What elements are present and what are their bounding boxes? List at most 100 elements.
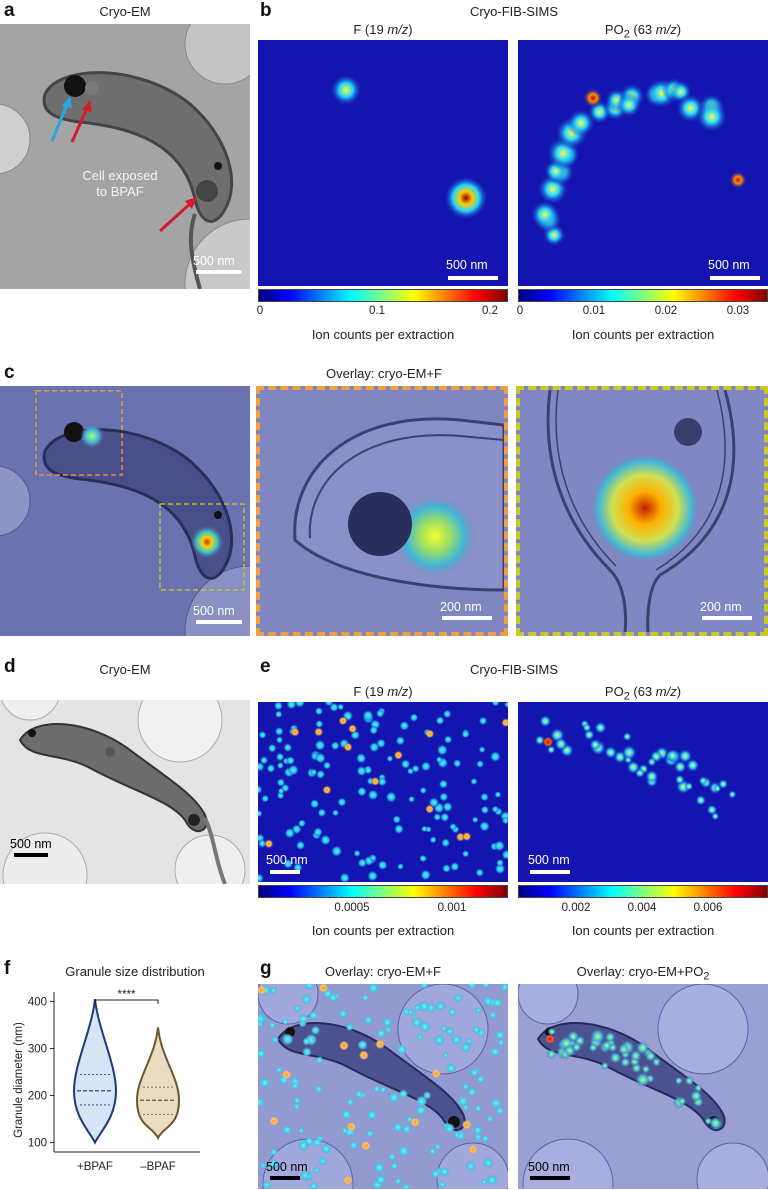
f-spot bbox=[367, 789, 379, 801]
f-spot bbox=[356, 786, 368, 797]
overlay-f-spot bbox=[301, 993, 312, 1005]
overlay-f-spot bbox=[375, 1173, 387, 1186]
po2-spot bbox=[604, 745, 618, 760]
panel-c-overlay-image: 500 nm bbox=[0, 386, 250, 636]
f-spot bbox=[419, 854, 428, 863]
overlay-po2-spot bbox=[589, 1028, 606, 1045]
overlay-po2-spot bbox=[601, 1040, 613, 1052]
tick-e-f-0: 0.0005 bbox=[334, 902, 370, 914]
overlay-f-spot bbox=[348, 1140, 359, 1150]
po2-spot bbox=[706, 804, 718, 816]
f-spot bbox=[479, 792, 490, 802]
overlay-po2-spots bbox=[518, 984, 768, 1189]
overlay-f-spot bbox=[489, 1046, 501, 1057]
tick-b-po2-2: 0.02 bbox=[654, 305, 678, 317]
f-spot bbox=[501, 849, 508, 861]
panel-label-g: g bbox=[260, 958, 272, 979]
tick-b-po2-0: 0 bbox=[516, 305, 524, 317]
scalebar-c-zoom1-label: 200 nm bbox=[440, 600, 482, 614]
tick-b-po2-1: 0.01 bbox=[582, 305, 606, 317]
f-spot bbox=[315, 719, 324, 729]
f-spot bbox=[419, 869, 432, 881]
po2-spots-b bbox=[518, 40, 768, 286]
f-spot bbox=[375, 709, 385, 718]
f-hot-spot bbox=[370, 776, 381, 787]
f-spot bbox=[267, 743, 277, 753]
f-spot bbox=[392, 814, 402, 824]
overlay-po2-spot bbox=[677, 1097, 687, 1106]
overlay-f-spot bbox=[434, 1143, 442, 1151]
overlay-f-spot bbox=[465, 1160, 477, 1172]
f-spot bbox=[452, 758, 462, 768]
panel-g-po2-overlay: 500 nm bbox=[518, 984, 768, 1189]
overlay-f-hot-spot bbox=[375, 1039, 386, 1050]
f-spot bbox=[285, 755, 296, 766]
overlay-f-spot bbox=[259, 1162, 267, 1170]
f-spot bbox=[443, 735, 453, 744]
f-spot bbox=[478, 746, 486, 754]
overlay-po2-spot bbox=[588, 1043, 598, 1053]
f-spot bbox=[441, 863, 452, 874]
overlay-f-spot bbox=[418, 1000, 431, 1013]
overlay-f-spot bbox=[315, 1056, 324, 1065]
f-spot bbox=[438, 792, 449, 802]
f-hot-spot bbox=[290, 727, 301, 738]
overlay-f-spot bbox=[269, 986, 278, 995]
f-spot bbox=[400, 759, 411, 770]
overlay-f-spot bbox=[494, 1029, 506, 1041]
panel-e-po2-title: PO2 (63 m/z) bbox=[604, 684, 682, 703]
overlay-f-spot bbox=[473, 1132, 483, 1142]
panel-e-title: Cryo-FIB-SIMS bbox=[469, 662, 559, 677]
f-hot-spot bbox=[500, 717, 508, 728]
f-spot bbox=[471, 816, 479, 824]
f-spot bbox=[470, 777, 478, 786]
overlay-po2-spot bbox=[547, 1027, 557, 1037]
f-spot bbox=[258, 761, 265, 772]
overlay-f-spot bbox=[439, 1024, 448, 1033]
overlay-f-spot bbox=[366, 1109, 378, 1121]
f-spot bbox=[330, 740, 341, 751]
scalebar-b-f-label: 500 nm bbox=[446, 258, 488, 272]
po2-hot-spot bbox=[542, 736, 554, 748]
f-spot bbox=[449, 861, 460, 872]
scalebar-d bbox=[14, 853, 48, 857]
cbar-e-f-label: Ion counts per extraction bbox=[311, 923, 455, 938]
overlay-f-hot-spot bbox=[358, 1050, 369, 1061]
overlay-f-spot bbox=[363, 1015, 374, 1025]
y-tick-label-0: 100 bbox=[28, 1138, 47, 1150]
y-tick-label-2: 300 bbox=[28, 1043, 47, 1055]
tick-b-f-0: 0 bbox=[256, 305, 264, 317]
overlay-f-spot bbox=[442, 1051, 450, 1059]
scalebar-c-zoom2 bbox=[702, 616, 752, 620]
overlay-f-spot bbox=[394, 1177, 402, 1186]
po2-spot bbox=[677, 748, 693, 764]
overlay-f-spot bbox=[302, 1037, 311, 1046]
overlay-f-spot bbox=[275, 1066, 283, 1074]
f-spot bbox=[310, 768, 318, 776]
f-spot bbox=[287, 764, 300, 776]
overlay-f-spot bbox=[281, 1033, 294, 1046]
f-spot bbox=[442, 709, 452, 719]
f-spot bbox=[368, 741, 380, 753]
overlay-f-spot bbox=[262, 1180, 272, 1189]
f-spot bbox=[339, 872, 351, 882]
cbar-b-po2-label: Ion counts per extraction bbox=[571, 327, 715, 342]
scalebar-g-po2-label: 500 nm bbox=[528, 1160, 570, 1174]
panel-d-title: Cryo-EM bbox=[99, 662, 151, 677]
f-spot bbox=[475, 868, 485, 878]
overlay-f-spot bbox=[475, 1074, 485, 1084]
overlay-po2-spot bbox=[546, 1048, 557, 1060]
overlay-f-spot bbox=[469, 1068, 479, 1078]
overlay-f-spot bbox=[367, 984, 380, 994]
po2-spot bbox=[644, 769, 659, 784]
f-spot bbox=[275, 752, 285, 762]
overlay-f-spot bbox=[258, 1048, 267, 1059]
f-spot bbox=[440, 838, 451, 848]
overlay-f-spot bbox=[489, 1010, 498, 1020]
panel-d-cryo-em-image: 500 nm bbox=[0, 700, 250, 884]
f-spot bbox=[330, 845, 343, 858]
overlay-f-spot bbox=[419, 984, 429, 990]
scalebar-g-po2 bbox=[530, 1176, 570, 1180]
significance-bracket bbox=[94, 999, 159, 1004]
po2-spot bbox=[530, 199, 560, 230]
